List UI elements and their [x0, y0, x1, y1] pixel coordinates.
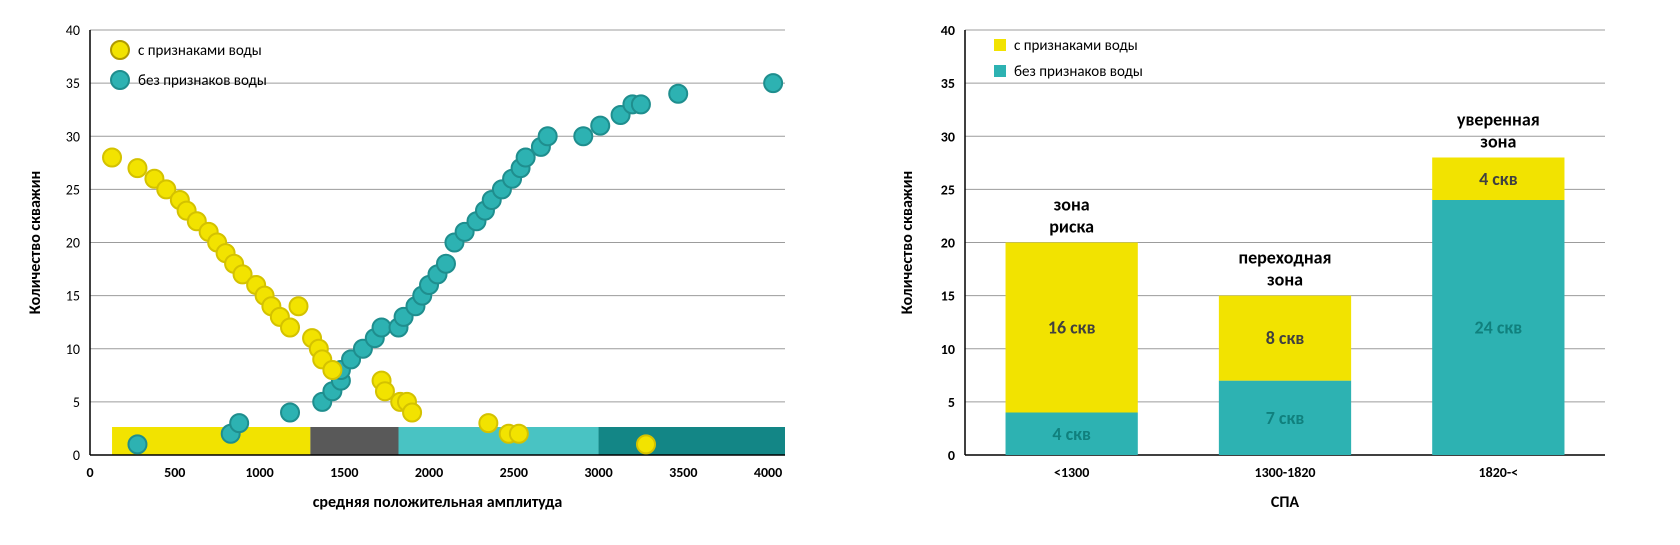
- bar-annotation: зона: [1480, 131, 1516, 153]
- svg-text:40: 40: [66, 22, 80, 39]
- x-axis-label: СПА: [1271, 493, 1300, 512]
- svg-text:15: 15: [941, 288, 955, 305]
- scatter-point: [591, 117, 609, 135]
- svg-text:0: 0: [73, 447, 80, 464]
- bar-value-label: 4 скв: [1479, 168, 1518, 190]
- svg-text:1500: 1500: [330, 464, 358, 481]
- svg-text:25: 25: [66, 181, 80, 198]
- scatter-point: [539, 127, 557, 145]
- svg-text:10: 10: [66, 341, 80, 358]
- legend-marker: [111, 71, 129, 89]
- svg-text:25: 25: [941, 181, 955, 198]
- bar-value-label: 7 скв: [1266, 407, 1305, 429]
- svg-text:5: 5: [948, 394, 955, 411]
- bar-value-label: 4 скв: [1052, 423, 1091, 445]
- legend-marker: [111, 41, 129, 59]
- scatter-point: [103, 149, 121, 167]
- legend-label: с признаками воды: [138, 42, 262, 60]
- zone-band: [310, 427, 398, 455]
- scatter-point: [437, 255, 455, 273]
- bar-chart: 05101520253035404 скв16 сквзонариска<130…: [890, 15, 1620, 525]
- chart-row: 0 500 1000 1500 2000 2500 3000 3500 4000 0 5 10 15 20…: [20, 15, 1660, 525]
- bar-annotation: зона: [1267, 269, 1303, 291]
- scatter-point: [764, 74, 782, 92]
- scatter-point: [230, 414, 248, 432]
- svg-text:5: 5: [73, 394, 80, 411]
- y-axis-label: Количество скважин: [898, 171, 917, 314]
- x-category-label: 1300-1820: [1254, 464, 1315, 481]
- x-category-label: <1300: [1054, 464, 1089, 481]
- legend-label: без признаков воды: [1014, 63, 1143, 81]
- scatter-point: [128, 435, 146, 453]
- zone-band: [399, 427, 599, 455]
- svg-text:35: 35: [66, 75, 80, 92]
- scatter-point: [373, 319, 391, 337]
- svg-text:2500: 2500: [500, 464, 528, 481]
- svg-text:2000: 2000: [415, 464, 443, 481]
- scatter-point: [479, 414, 497, 432]
- scatter-point: [128, 159, 146, 177]
- svg-text:10: 10: [941, 341, 955, 358]
- svg-text:3500: 3500: [669, 464, 697, 481]
- bar-value-label: 24 скв: [1475, 317, 1523, 339]
- legend-swatch: [994, 65, 1006, 77]
- bar-value-label: 16 скв: [1048, 317, 1096, 339]
- svg-text:3000: 3000: [584, 464, 612, 481]
- bar-panel: 05101520253035404 скв16 сквзонариска<130…: [890, 15, 1620, 525]
- svg-text:20: 20: [941, 235, 955, 252]
- scatter-point: [510, 425, 528, 443]
- svg-text:30: 30: [941, 128, 955, 145]
- scatter-point: [574, 127, 592, 145]
- svg-text:35: 35: [941, 75, 955, 92]
- svg-text:30: 30: [66, 128, 80, 145]
- legend-label: без признаков воды: [138, 72, 267, 90]
- svg-text:1000: 1000: [245, 464, 273, 481]
- scatter-point: [637, 435, 655, 453]
- svg-text:4000: 4000: [754, 464, 782, 481]
- svg-text:0: 0: [948, 447, 955, 464]
- scatter-point: [669, 85, 687, 103]
- legend-label: с признаками воды: [1014, 37, 1138, 55]
- svg-text:40: 40: [941, 22, 955, 39]
- scatter-point: [323, 361, 341, 379]
- bar-annotation: риска: [1049, 216, 1094, 238]
- bar-value-label: 8 скв: [1266, 327, 1305, 349]
- legend-swatch: [994, 39, 1006, 51]
- svg-text:0: 0: [86, 464, 93, 481]
- bar-annotation: уверенная: [1457, 109, 1540, 131]
- scatter-chart: 0 500 1000 1500 2000 2500 3000 3500 4000 0 5 10 15 20…: [20, 15, 800, 525]
- x-category-label: 1820-<: [1479, 464, 1519, 481]
- x-axis-label: средняя положительная амплитуда: [313, 493, 563, 512]
- scatter-panel: 0 500 1000 1500 2000 2500 3000 3500 4000 0 5 10 15 20…: [20, 15, 800, 525]
- y-axis-label: Количество скважин: [26, 171, 45, 314]
- scatter-point: [632, 95, 650, 113]
- svg-text:20: 20: [66, 235, 80, 252]
- bar-annotation: зона: [1054, 194, 1090, 216]
- zone-band: [599, 427, 785, 455]
- scatter-point: [403, 404, 421, 422]
- scatter-point: [290, 297, 308, 315]
- svg-text:500: 500: [164, 464, 185, 481]
- svg-text:15: 15: [66, 288, 80, 305]
- scatter-point: [281, 319, 299, 337]
- bar-annotation: переходная: [1238, 247, 1331, 269]
- scatter-point: [281, 404, 299, 422]
